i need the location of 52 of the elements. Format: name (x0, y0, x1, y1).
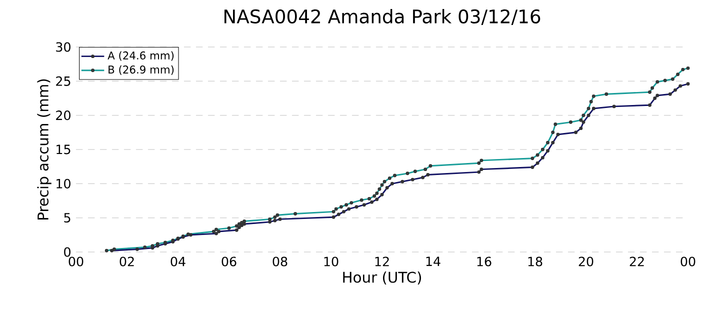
point (332, 215, 336, 219)
x-tick-label: 08 (272, 256, 288, 266)
point (410, 178, 414, 182)
y-tick-label: 20 (56, 110, 70, 120)
point (586, 114, 590, 118)
point (678, 84, 682, 88)
x-tick-label: 12 (375, 256, 389, 266)
point (242, 222, 246, 226)
point (582, 120, 586, 124)
y-tick-label: 25 (56, 76, 70, 86)
point (273, 218, 277, 222)
chart-title: NASA0042 Amanda Park 03/12/16 (224, 9, 540, 25)
x-tick-label: 00 (680, 256, 696, 266)
y-axis-title: Precip accum (mm) (37, 79, 52, 220)
point (354, 205, 358, 209)
point (686, 82, 690, 86)
point (480, 168, 484, 172)
point (336, 212, 340, 216)
y-tick-label: 15 (56, 144, 70, 154)
point (110, 248, 114, 252)
point (217, 230, 221, 234)
legend-label: B (26.9 mm) (108, 65, 174, 75)
point (400, 180, 404, 184)
point (426, 173, 430, 177)
y-tick-label: 5 (64, 213, 70, 223)
point (240, 224, 244, 228)
point (189, 233, 192, 237)
x-tick-label: 06 (222, 256, 236, 266)
x-tick-label: 14 (426, 256, 440, 266)
x-tick-label: 10 (324, 256, 338, 266)
y-tick-label: 30 (56, 42, 70, 52)
x-tick-label: 22 (630, 256, 644, 266)
x-axis-title: Hour (UTC) (343, 271, 421, 284)
legend-label: A (24.6 mm) (108, 51, 174, 61)
y-tick-label: 0 (64, 247, 70, 257)
x-tick-label: 00 (68, 256, 84, 266)
point (390, 182, 394, 186)
point (268, 220, 272, 224)
x-tick-label: 04 (170, 256, 186, 266)
point (278, 217, 282, 221)
point (536, 161, 540, 165)
point (592, 106, 596, 110)
x-tick-label: 02 (120, 256, 134, 266)
point (347, 207, 351, 211)
point (380, 192, 384, 196)
point (574, 130, 578, 134)
point (674, 88, 677, 92)
y-tick-label: 10 (56, 178, 70, 188)
x-tick-label: 16 (477, 256, 492, 266)
x-tick-label: 18 (528, 256, 542, 266)
x-tick-label: 20 (578, 256, 594, 266)
point (540, 156, 544, 160)
